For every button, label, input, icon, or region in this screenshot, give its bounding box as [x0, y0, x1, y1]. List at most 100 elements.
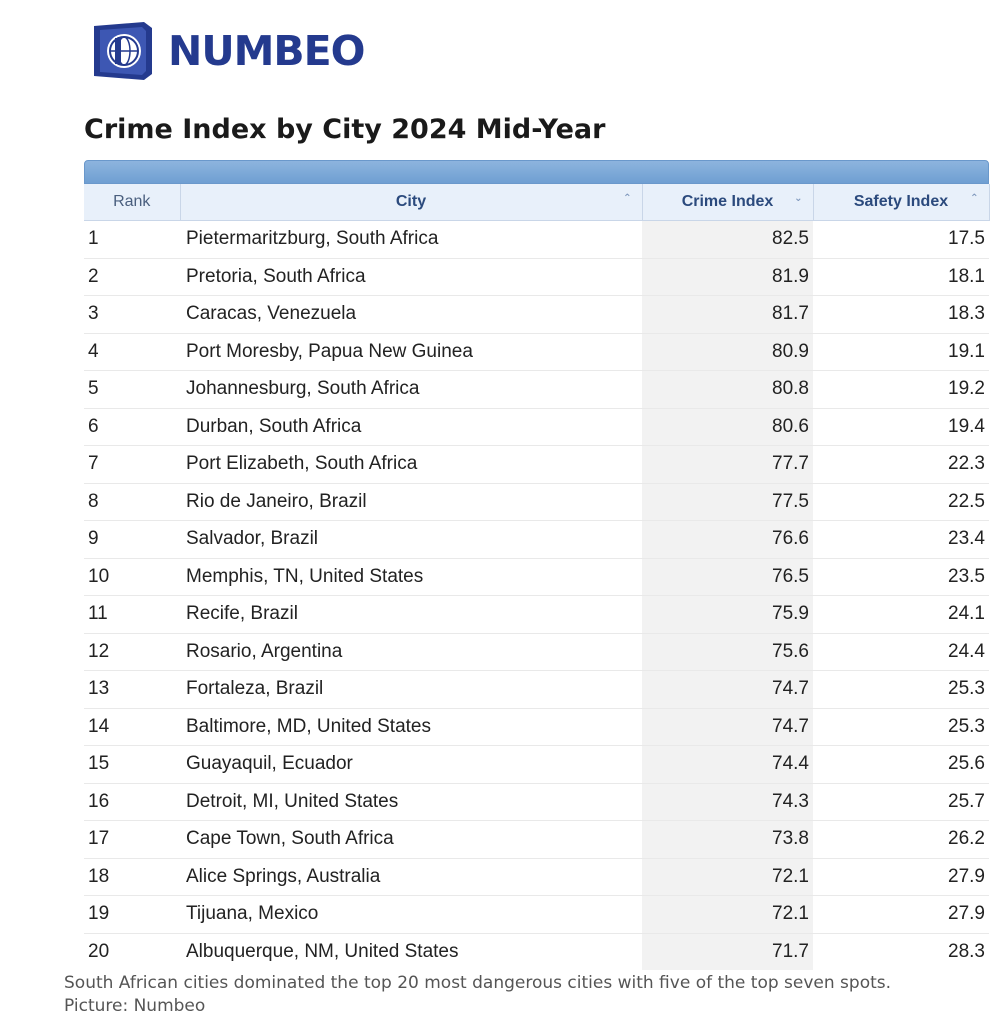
safety-index-cell: 23.5	[813, 558, 989, 596]
city-cell: Memphis, TN, United States	[180, 558, 642, 596]
rank-cell: 16	[84, 783, 180, 821]
safety-index-cell: 19.1	[813, 333, 989, 371]
safety-index-cell: 28.3	[948, 940, 985, 962]
safety-index-cell: 26.2	[813, 820, 989, 859]
crime-index-cell: 76.6	[642, 520, 813, 559]
table-row: 9 Salvador, Brazil 76.6 23.4	[84, 520, 989, 559]
safety-index-cell: 22.5	[813, 483, 989, 521]
city-cell: Port Moresby, Papua New Guinea	[180, 333, 642, 371]
table-header-bar	[84, 160, 989, 184]
safety-index-cell: 22.3	[813, 445, 989, 484]
table-row: 10 Memphis, TN, United States 76.5 23.5	[84, 558, 989, 596]
city-cell: Rio de Janeiro, Brazil	[180, 483, 642, 521]
rank-cell: 8	[84, 483, 180, 521]
city-cell: Alice Springs, Australia	[180, 858, 642, 896]
crime-index-cell: 72.1	[642, 858, 813, 896]
rank-cell: 12	[84, 633, 180, 671]
safety-index-cell: 25.7	[813, 783, 989, 821]
table-row: 12 Rosario, Argentina 75.6 24.4	[84, 633, 989, 671]
rank-cell: 14	[84, 708, 180, 746]
crime-index-cell: 71.7	[642, 933, 813, 970]
column-header-safety-index[interactable]: Safety Index ⌃	[813, 184, 990, 221]
rank-cell: 7	[84, 445, 180, 484]
numbeo-logo: NUMBEO	[88, 18, 366, 84]
crime-index-cell: 72.1	[642, 895, 813, 934]
crime-index-cell: 80.8	[642, 370, 813, 409]
table-body: 1 Pietermaritzburg, South Africa 82.5 17.5 2…	[84, 220, 989, 970]
crime-index-cell: 76.5	[642, 558, 813, 596]
sort-descending-icon: ⌄	[794, 193, 803, 204]
city-cell: Pietermaritzburg, South Africa	[180, 220, 642, 259]
table-row: 19 Tijuana, Mexico 72.1 27.9	[84, 895, 989, 934]
crime-index-cell: 74.7	[642, 708, 813, 746]
city-cell: Pretoria, South Africa	[180, 258, 642, 296]
crime-index-cell: 81.7	[642, 295, 813, 334]
city-cell: Albuquerque, NM, United States	[186, 940, 459, 962]
crime-index-cell: 81.9	[642, 258, 813, 296]
column-header-label: City	[395, 193, 427, 210]
safety-index-cell: 17.5	[813, 220, 989, 259]
rank-cell: 17	[84, 820, 180, 859]
safety-index-cell: 27.9	[813, 858, 989, 896]
crime-index-cell: 73.8	[642, 820, 813, 859]
city-cell: Baltimore, MD, United States	[180, 708, 642, 746]
caption-text: South African cities dominated the top 2…	[64, 973, 892, 993]
table-row: 11 Recife, Brazil 75.9 24.1	[84, 595, 989, 634]
crime-index-cell: 74.7	[642, 670, 813, 709]
safety-index-cell: 24.4	[813, 633, 989, 671]
city-cell: Recife, Brazil	[180, 595, 642, 634]
caption-credit: Picture: Numbeo	[64, 996, 206, 1016]
table-row: 14 Baltimore, MD, United States 74.7 25.3	[84, 708, 989, 746]
table-row: 13 Fortaleza, Brazil 74.7 25.3	[84, 670, 989, 709]
column-header-rank[interactable]: Rank	[84, 184, 181, 221]
rank-cell: 19	[84, 895, 180, 934]
city-cell: Guayaquil, Ecuador	[180, 745, 642, 784]
table-row: 7 Port Elizabeth, South Africa 77.7 22.3	[84, 445, 989, 484]
city-cell: Durban, South Africa	[180, 408, 642, 446]
table-row: 16 Detroit, MI, United States 74.3 25.7	[84, 783, 989, 821]
safety-index-cell: 27.9	[813, 895, 989, 934]
column-header-crime-index[interactable]: Crime Index ⌄	[642, 184, 814, 221]
column-header-label: Rank	[113, 193, 151, 210]
crime-index-table-container: Rank City ⌃ Crime Index ⌄ Safety Index ⌃…	[84, 160, 990, 970]
crime-index-cell: 77.7	[642, 445, 813, 484]
safety-index-cell: 19.2	[813, 370, 989, 409]
city-cell: Caracas, Venezuela	[180, 295, 642, 334]
city-cell: Fortaleza, Brazil	[180, 670, 642, 709]
city-cell: Rosario, Argentina	[180, 633, 642, 671]
crime-index-cell: 80.9	[642, 333, 813, 371]
rank-cell: 2	[84, 258, 180, 296]
table-row: 5 Johannesburg, South Africa 80.8 19.2	[84, 370, 989, 409]
city-cell: Tijuana, Mexico	[180, 895, 642, 934]
sort-ascending-icon: ⌃	[623, 193, 632, 204]
table-row: 6 Durban, South Africa 80.6 19.4	[84, 408, 989, 446]
table-header-row: Rank City ⌃ Crime Index ⌄ Safety Index ⌃	[84, 184, 990, 221]
table-row: 1 Pietermaritzburg, South Africa 82.5 17.5	[84, 220, 989, 259]
table-row: 15 Guayaquil, Ecuador 74.4 25.6	[84, 745, 989, 784]
crime-index-cell: 82.5	[642, 220, 813, 259]
city-cell: Cape Town, South Africa	[180, 820, 642, 859]
safety-index-cell: 19.4	[813, 408, 989, 446]
rank-cell: 20	[88, 940, 110, 962]
city-cell: Port Elizabeth, South Africa	[180, 445, 642, 484]
safety-index-cell: 18.1	[813, 258, 989, 296]
crime-index-cell: 80.6	[642, 408, 813, 446]
column-header-city[interactable]: City ⌃	[180, 184, 643, 221]
column-header-label: Safety Index	[853, 193, 949, 210]
logo-text: NUMBEO	[168, 27, 366, 75]
table-row: 17 Cape Town, South Africa 73.8 26.2	[84, 820, 989, 859]
table-row: 8 Rio de Janeiro, Brazil 77.5 22.5	[84, 483, 989, 521]
crime-index-cell: 74.4	[642, 745, 813, 784]
crime-index-cell: 74.3	[642, 783, 813, 821]
rank-cell: 10	[84, 558, 180, 596]
rank-cell: 6	[84, 408, 180, 446]
crime-index-table: Rank City ⌃ Crime Index ⌄ Safety Index ⌃…	[84, 184, 990, 970]
rank-cell: 18	[84, 858, 180, 896]
image-caption: South African cities dominated the top 2…	[64, 972, 994, 1018]
table-row: 18 Alice Springs, Australia 72.1 27.9	[84, 858, 989, 896]
rank-cell: 3	[84, 295, 180, 334]
city-cell: Detroit, MI, United States	[180, 783, 642, 821]
city-cell: Johannesburg, South Africa	[180, 370, 642, 409]
table-row: 3 Caracas, Venezuela 81.7 18.3	[84, 295, 989, 334]
numbeo-logo-icon	[94, 22, 152, 80]
